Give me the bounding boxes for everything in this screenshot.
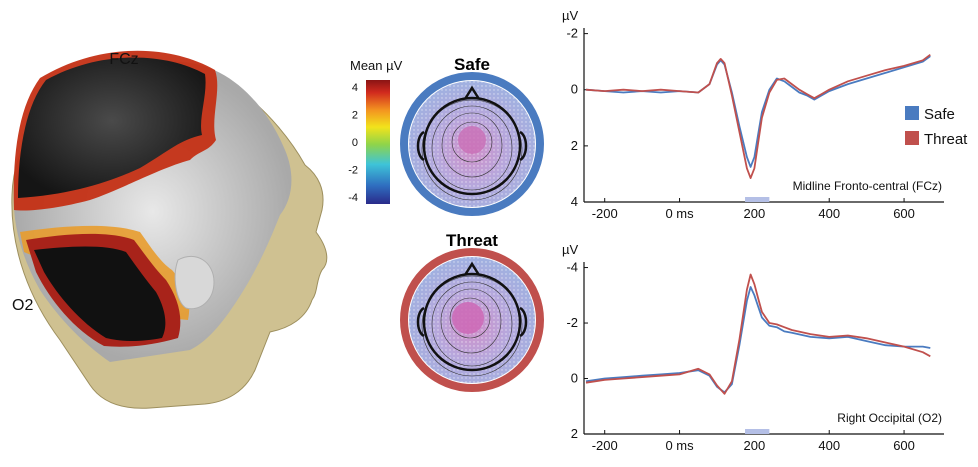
legend-threat-label: Threat <box>924 131 968 148</box>
x-tick-label: 400 <box>818 206 840 221</box>
colorbar-tick-label: 0 <box>352 137 358 149</box>
chart-title: Right Occipital (O2) <box>837 411 942 425</box>
ear <box>174 255 215 310</box>
y-tick-label: -2 <box>566 315 578 330</box>
scalp-dark-region-o2 <box>34 246 166 341</box>
series-line-threat <box>585 273 931 395</box>
topomap-safe-title: Safe <box>454 55 490 74</box>
topomap-threat: Threat <box>400 231 544 392</box>
fcz-label: FCz <box>109 51 138 68</box>
erp-chart-fcz: µV -2 0 2 4 -200 0 ms 200 400 600 Midline Fronto-c… <box>562 8 944 221</box>
y-axis-label: µV <box>562 242 578 257</box>
colorbar-scale <box>366 80 390 204</box>
y-tick-label: 0 <box>571 371 578 386</box>
colorbar: Mean µV 4 2 0 -2 -4 <box>348 58 403 204</box>
x-tick-label: 400 <box>818 438 840 453</box>
topomap-threat-ring <box>400 248 544 392</box>
erp-chart-o2: µV -4 -2 0 2 -200 0 ms 200 400 600 Right Occipital… <box>562 242 944 453</box>
topomap-safe-ring <box>400 72 544 216</box>
x-tick-label: 0 ms <box>665 438 694 453</box>
legend-safe-label: Safe <box>924 106 955 123</box>
colorbar-tick-label: 2 <box>352 110 358 122</box>
y-axis-label: µV <box>562 8 578 23</box>
x-tick-label: -200 <box>592 206 618 221</box>
legend-threat-swatch <box>905 131 919 145</box>
topomap-threat-contours <box>421 275 523 377</box>
analysis-window-marker <box>745 197 770 202</box>
topomap-threat-peak <box>452 302 484 334</box>
analysis-window-marker <box>745 429 770 434</box>
y-tick-label: 4 <box>571 194 578 209</box>
y-tick-label: 0 <box>571 82 578 97</box>
colorbar-tick-label: -2 <box>348 165 358 177</box>
colorbar-ticks: 4 2 0 -2 -4 <box>348 82 358 204</box>
legend-safe-swatch <box>905 106 919 120</box>
topomap-safe-peak <box>458 126 486 154</box>
series-line-safe <box>585 286 931 394</box>
colorbar-tick-label: 4 <box>352 82 358 94</box>
topomap-safe: Safe <box>400 55 544 216</box>
topomap-safe-contours <box>421 99 523 201</box>
x-tick-label: 0 ms <box>665 206 694 221</box>
colorbar-title: Mean µV <box>350 58 403 73</box>
x-tick-label: 600 <box>893 438 915 453</box>
scalp-dark-region-fcz <box>18 57 206 198</box>
y-tick-label: 2 <box>571 426 578 441</box>
series-line-threat <box>585 53 931 179</box>
x-tick-label: 200 <box>744 438 766 453</box>
head-rendering <box>11 50 328 409</box>
x-tick-label: -200 <box>592 438 618 453</box>
legend: Safe Threat <box>905 106 968 148</box>
chart-title: Midline Fronto-central (FCz) <box>793 179 942 193</box>
topomap-threat-title: Threat <box>446 231 498 250</box>
colorbar-tick-label: -4 <box>348 192 358 204</box>
y-tick-label: 2 <box>571 138 578 153</box>
topomap-safe-head-outline <box>416 85 528 196</box>
o2-label: O2 <box>12 297 33 314</box>
y-tick-label: -2 <box>566 26 578 41</box>
x-tick-label: 600 <box>893 206 915 221</box>
topomap-threat-head-outline <box>416 261 528 372</box>
y-tick-label: -4 <box>566 260 578 275</box>
x-tick-label: 200 <box>744 206 766 221</box>
